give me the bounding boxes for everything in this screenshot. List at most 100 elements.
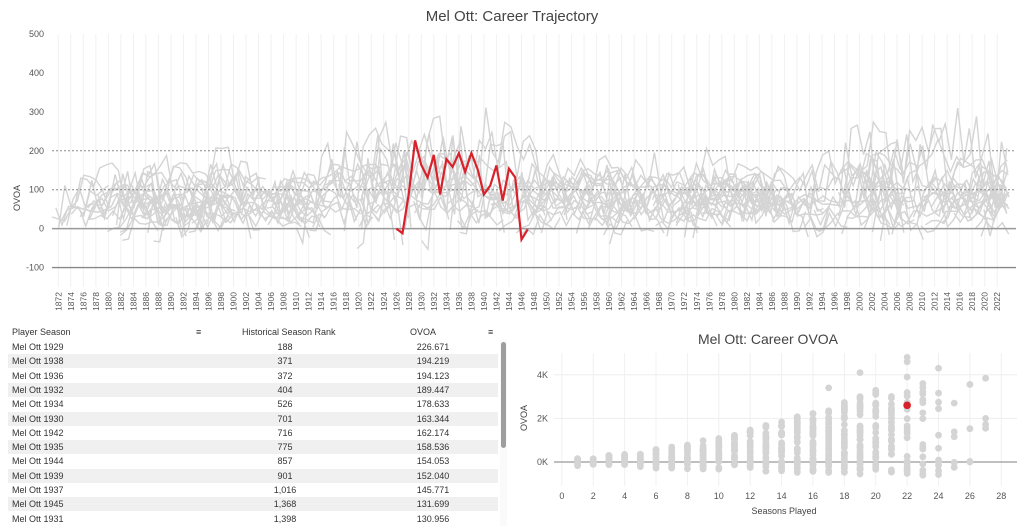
career-dot — [731, 455, 738, 463]
x-tick-label: 2014 — [942, 292, 952, 311]
table-row[interactable]: Mel Ott 1932 404 189.447 — [8, 382, 498, 397]
x-tick-label: 1976 — [704, 292, 714, 311]
career-dot — [715, 457, 723, 465]
career-dot — [746, 456, 754, 464]
league-trajectory-line — [483, 179, 573, 217]
career-dot — [919, 396, 927, 404]
x-tick-label: 16 — [808, 491, 818, 501]
career-dot — [778, 422, 785, 429]
league-trajectory-line — [387, 135, 427, 205]
league-trajectory-line — [600, 172, 646, 208]
career-dot — [840, 455, 848, 463]
x-tick-label: 2010 — [917, 292, 927, 311]
header-ovoa[interactable]: OVOA — [410, 327, 437, 337]
league-trajectory-line — [561, 166, 638, 215]
career-dot — [825, 441, 833, 449]
cell-rank: 716 — [277, 427, 293, 438]
league-trajectory-line — [924, 198, 1008, 226]
table-row[interactable]: Mel Ott 1944 857 154.053 — [8, 454, 498, 468]
career-dot — [903, 430, 911, 437]
career-dot — [888, 450, 895, 458]
league-trajectory-line — [356, 172, 433, 250]
x-tick-label: 1878 — [91, 292, 101, 311]
x-tick-label: 22 — [902, 491, 912, 501]
sort-icon[interactable]: ≡ — [488, 327, 494, 337]
x-tick-label: 12 — [745, 491, 755, 501]
table-row[interactable]: Mel Ott 1938 371 194.219 — [8, 354, 498, 369]
y-tick-label: 0 — [39, 224, 44, 234]
career-dot — [888, 466, 895, 474]
career-dot — [809, 447, 817, 455]
cell-ovoa: 194.219 — [416, 356, 450, 367]
mel-ott-dot — [903, 401, 911, 410]
sort-icon[interactable]: ≡ — [196, 327, 202, 337]
career-dot — [919, 390, 927, 398]
cell-player-season: Mel Ott 1936 — [12, 370, 64, 381]
career-dot — [919, 380, 927, 387]
league-trajectory-line — [865, 125, 986, 209]
cell-rank: 372 — [277, 370, 293, 381]
career-dot — [825, 408, 833, 416]
career-dot — [684, 454, 691, 461]
x-tick-label: 2018 — [967, 292, 977, 311]
cell-player-season: Mel Ott 1932 — [12, 384, 64, 395]
x-tick-label: 1974 — [692, 292, 702, 311]
table-row[interactable]: Mel Ott 1936 372 194.123 — [8, 369, 498, 383]
career-dot — [966, 425, 974, 433]
league-trajectory-line — [840, 140, 929, 210]
league-trajectory-line — [785, 184, 824, 223]
table-row[interactable]: Mel Ott 1939 901 152.040 — [8, 468, 498, 483]
league-trajectory-line — [268, 191, 326, 219]
x-tick-label: 1938 — [466, 292, 476, 311]
career-dot — [903, 358, 911, 366]
league-trajectory-line — [953, 195, 1005, 224]
table-row[interactable]: Mel Ott 1934 526 178.633 — [8, 397, 498, 411]
career-dot — [872, 455, 880, 462]
league-trajectory-line — [874, 128, 1008, 203]
career-dot — [856, 436, 864, 443]
cell-player-season: Mel Ott 1931 — [12, 513, 64, 524]
career-dot — [699, 452, 707, 460]
career-dot — [919, 409, 927, 417]
table-row[interactable]: Mel Ott 1930 701 163.344 — [8, 411, 498, 426]
career-dot — [840, 399, 848, 407]
career-dot — [935, 456, 942, 464]
y-tick-label: 4K — [537, 370, 548, 380]
career-dot — [825, 467, 833, 475]
league-trajectory-line — [456, 198, 553, 229]
table-row[interactable]: Mel Ott 1942 716 162.174 — [8, 426, 498, 440]
career-dot — [903, 422, 911, 430]
table-row[interactable]: Mel Ott 1937 1,016 145.771 — [8, 483, 498, 497]
cell-rank: 1,398 — [273, 513, 297, 524]
header-player-season[interactable]: Player Season — [12, 327, 71, 337]
career-dot — [966, 458, 974, 466]
career-dot — [919, 460, 927, 468]
header-historical-rank[interactable]: Historical Season Rank — [242, 327, 336, 337]
league-trajectory-line — [860, 120, 893, 189]
table-row[interactable]: Mel Ott 1945 1,368 131.699 — [8, 497, 498, 512]
career-dot — [589, 458, 597, 466]
career-dot — [652, 460, 660, 468]
table-row[interactable]: Mel Ott 1935 775 158.536 — [8, 440, 498, 455]
table-row[interactable]: Mel Ott 1931 1,398 130.956 — [8, 512, 498, 526]
league-trajectory-line — [520, 205, 628, 236]
career-dot — [872, 429, 880, 436]
career-dot — [888, 431, 895, 438]
career-dot — [903, 415, 911, 423]
career-dot — [856, 399, 864, 407]
bottom-chart-title: Mel Ott: Career OVOA — [697, 331, 839, 347]
table-scrollbar-thumb[interactable] — [501, 342, 506, 448]
career-dot — [762, 448, 770, 456]
cell-rank: 901 — [277, 470, 293, 481]
career-dot — [809, 456, 817, 464]
career-dot — [872, 448, 880, 456]
table-row[interactable]: Mel Ott 1929 188 226.671 — [8, 340, 498, 354]
career-dot — [636, 458, 644, 466]
league-trajectory-line — [648, 192, 787, 224]
cell-rank: 1,016 — [273, 485, 297, 495]
league-trajectory-line — [675, 189, 797, 226]
x-tick-label: 28 — [996, 491, 1006, 501]
league-trajectory-line — [539, 166, 647, 210]
cell-ovoa: 158.536 — [416, 442, 450, 453]
x-tick-label: 1978 — [717, 292, 727, 311]
